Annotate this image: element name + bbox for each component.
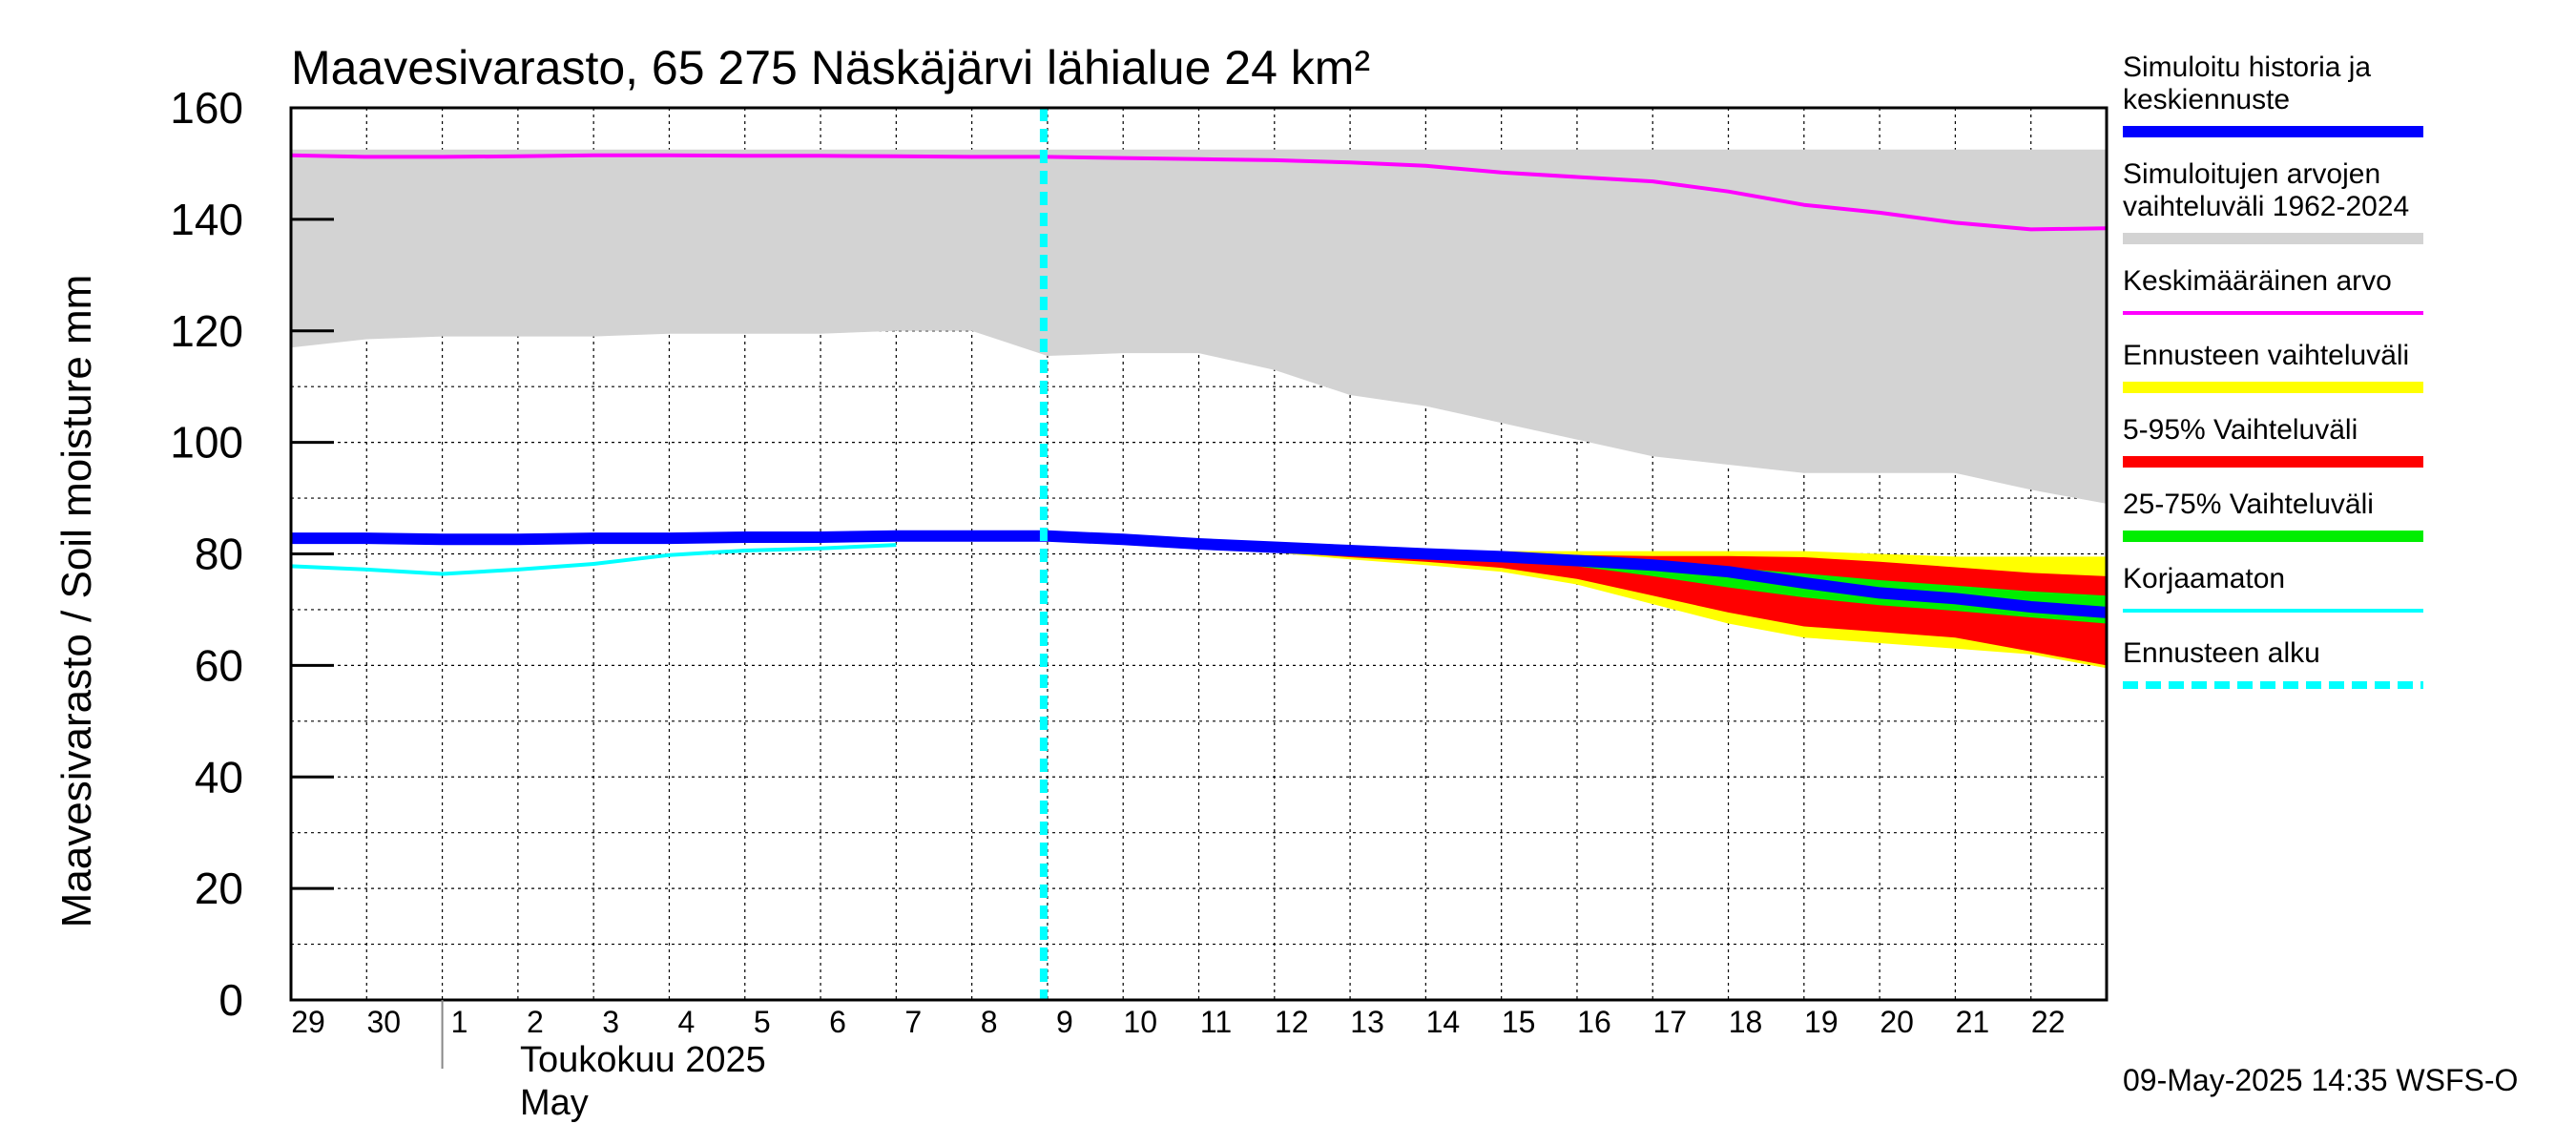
x-tick-label: 29 <box>291 1005 325 1039</box>
x-tick-label: 20 <box>1880 1005 1914 1039</box>
x-tick-label: 3 <box>602 1005 619 1039</box>
y-tick-label: 20 <box>195 864 243 913</box>
x-tick-labels: 29 30 1 2 3 4 5 6 7 8 9 10 11 12 13 14 15 16 17 18 19 20 21 22 <box>291 1005 2065 1039</box>
x-tick-label: 22 <box>2031 1005 2066 1039</box>
x-tick-label: 14 <box>1426 1005 1461 1039</box>
historical-range-band <box>291 149 2107 504</box>
x-tick-label: 8 <box>981 1005 998 1039</box>
simulated-median-line <box>291 530 2108 618</box>
legend-label-simulated: Simuloitu historia ja <box>2123 52 2371 83</box>
x-tick-label: 5 <box>754 1005 771 1039</box>
y-tick-labels: 0 20 40 60 80 100 120 140 160 <box>170 83 243 1025</box>
x-tick-label: 10 <box>1123 1005 1157 1039</box>
legend-label-range_1962_2024: vaihteluväli 1962-2024 <box>2123 191 2409 222</box>
y-tick-label: 140 <box>170 195 243 244</box>
timestamp: 09-May-2025 14:35 WSFS-O <box>2123 1063 2518 1097</box>
chart-title: Maavesivarasto, 65 275 Näskäjärvi lähial… <box>291 41 1370 94</box>
legend-label-range_1962_2024: Simuloitujen arvojen <box>2123 158 2380 190</box>
x-tick-label: 11 <box>1200 1005 1232 1039</box>
x-tick-label: 21 <box>1956 1005 1990 1039</box>
y-tick-label: 40 <box>195 752 243 802</box>
y-tick-label: 80 <box>195 530 243 579</box>
x-tick-label: 4 <box>678 1005 696 1039</box>
x-tick-label: 19 <box>1804 1005 1839 1039</box>
x-tick-label: 1 <box>451 1005 468 1039</box>
y-tick-label: 0 <box>218 975 243 1025</box>
x-tick-label: 6 <box>829 1005 846 1039</box>
y-tick-label: 100 <box>170 418 243 468</box>
legend-label-simulated: keskiennuste <box>2123 84 2290 115</box>
data-bands <box>291 149 2107 669</box>
x-tick-label: 17 <box>1652 1005 1687 1039</box>
legend-label-uncorrected: Korjaamaton <box>2123 563 2285 594</box>
y-tick-label: 60 <box>195 640 243 690</box>
y-tick-label: 160 <box>170 83 243 133</box>
x-tick-label: 15 <box>1502 1005 1536 1039</box>
x-tick-label: 30 <box>366 1005 401 1039</box>
y-axis-label: Maavesivarasto / Soil moisture mm <box>53 275 100 928</box>
x-tick-label: 9 <box>1056 1005 1073 1039</box>
legend-label-p5_95: 5-95% Vaihteluväli <box>2123 414 2358 446</box>
x-tick-label: 18 <box>1729 1005 1763 1039</box>
legend-label-p25_75: 25-75% Vaihteluväli <box>2123 489 2374 520</box>
month-label-en: May <box>520 1083 589 1123</box>
month-label-fi: Toukokuu 2025 <box>520 1040 766 1080</box>
legend-label-forecast_start: Ennusteen alku <box>2123 637 2320 669</box>
x-tick-label: 16 <box>1577 1005 1611 1039</box>
x-tick-label: 2 <box>527 1005 544 1039</box>
legend-label-forecast_range: Ennusteen vaihteluväli <box>2123 340 2409 371</box>
x-tick-label: 12 <box>1275 1005 1309 1039</box>
data-lines <box>290 108 2108 1000</box>
legend-label-mean: Keskimääräinen arvo <box>2123 265 2392 297</box>
y-tick-label: 120 <box>170 306 243 356</box>
uncorrected-line <box>290 543 897 576</box>
mean-line <box>290 153 2108 232</box>
x-tick-label: 7 <box>904 1005 922 1039</box>
axes <box>289 106 2109 1069</box>
x-tick-label: 13 <box>1350 1005 1384 1039</box>
p5-95-band <box>1047 537 2107 666</box>
